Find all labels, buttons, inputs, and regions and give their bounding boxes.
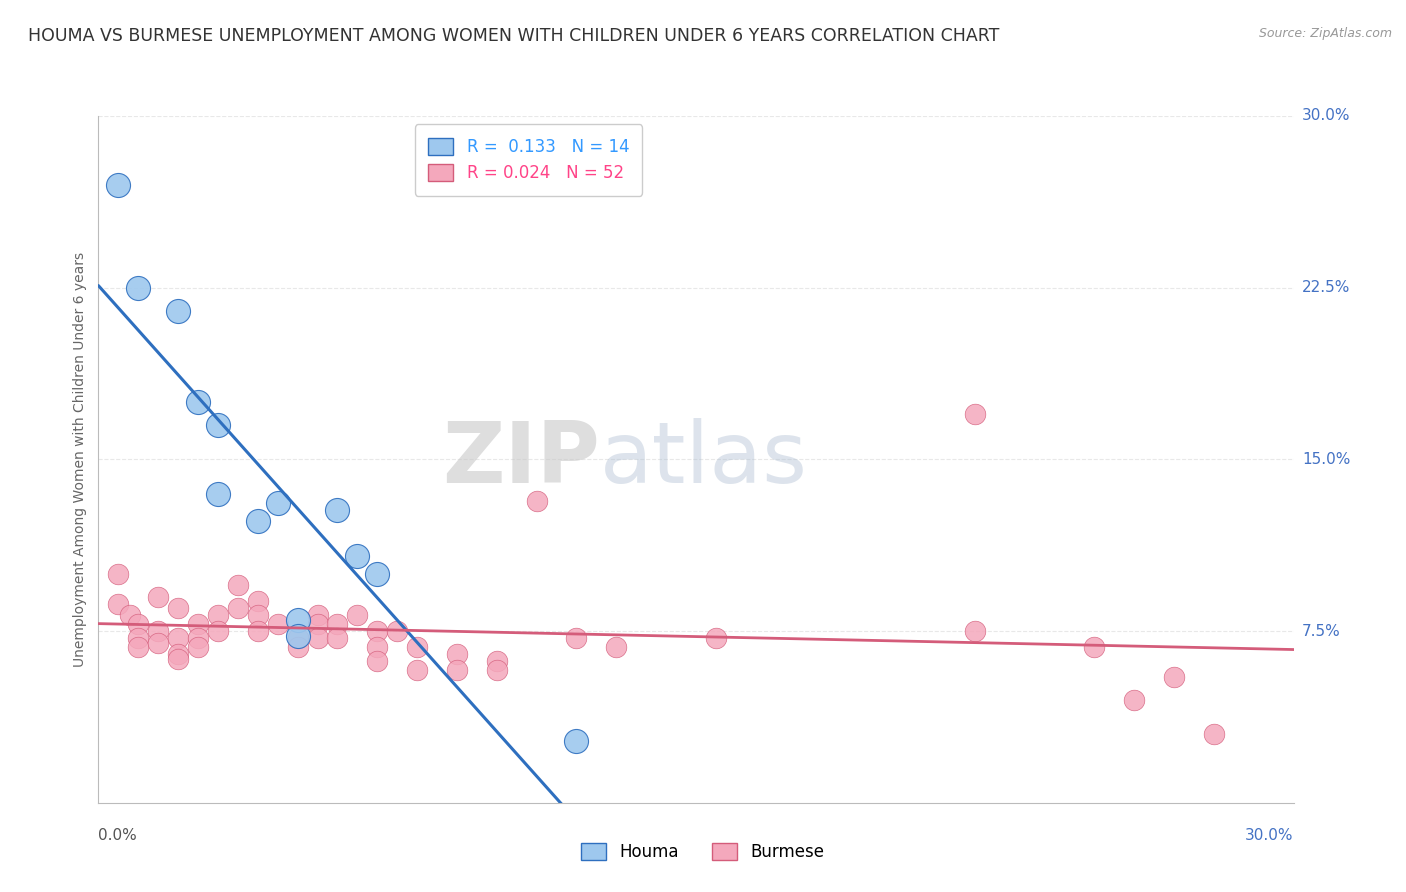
Point	[267, 496, 290, 510]
Point	[287, 613, 309, 627]
Point	[963, 407, 986, 421]
Point	[127, 280, 149, 294]
Point	[187, 640, 209, 654]
Point	[307, 608, 329, 623]
Point	[207, 624, 229, 639]
Point	[366, 566, 388, 581]
Point	[346, 549, 368, 563]
Point	[226, 578, 249, 592]
Y-axis label: Unemployment Among Women with Children Under 6 years: Unemployment Among Women with Children U…	[73, 252, 87, 667]
Point	[485, 654, 508, 668]
Point	[148, 635, 170, 649]
Point	[366, 654, 388, 668]
Point	[246, 514, 269, 528]
Point	[1202, 727, 1225, 741]
Point	[226, 601, 249, 615]
Point	[187, 617, 209, 632]
Point	[107, 566, 129, 581]
Point	[167, 651, 190, 665]
Text: 7.5%: 7.5%	[1302, 624, 1340, 639]
Point	[127, 617, 149, 632]
Point	[207, 608, 229, 623]
Point	[246, 624, 269, 639]
Legend: R =  0.133   N = 14, R = 0.024   N = 52: R = 0.133 N = 14, R = 0.024 N = 52	[415, 124, 643, 195]
Text: 22.5%: 22.5%	[1302, 280, 1350, 295]
Point	[167, 647, 190, 661]
Point	[346, 608, 368, 623]
Point	[246, 594, 269, 608]
Point	[406, 640, 429, 654]
Point	[267, 617, 290, 632]
Text: 15.0%: 15.0%	[1302, 452, 1350, 467]
Point	[605, 640, 627, 654]
Point	[287, 629, 309, 643]
Point	[187, 395, 209, 409]
Point	[326, 631, 349, 645]
Point	[148, 624, 170, 639]
Point	[148, 590, 170, 604]
Text: atlas: atlas	[600, 417, 808, 501]
Text: 30.0%: 30.0%	[1302, 109, 1350, 123]
Point	[307, 631, 329, 645]
Point	[307, 617, 329, 632]
Point	[207, 487, 229, 501]
Text: ZIP: ZIP	[443, 417, 600, 501]
Point	[207, 417, 229, 433]
Point	[326, 502, 349, 516]
Point	[287, 640, 309, 654]
Point	[385, 624, 409, 639]
Point	[326, 617, 349, 632]
Point	[127, 631, 149, 645]
Point	[963, 624, 986, 639]
Point	[107, 597, 129, 611]
Point	[565, 734, 588, 748]
Point	[127, 640, 149, 654]
Point	[120, 608, 142, 623]
Text: HOUMA VS BURMESE UNEMPLOYMENT AMONG WOMEN WITH CHILDREN UNDER 6 YEARS CORRELATIO: HOUMA VS BURMESE UNEMPLOYMENT AMONG WOME…	[28, 27, 1000, 45]
Point	[485, 663, 508, 677]
Point	[565, 631, 588, 645]
Point	[167, 601, 190, 615]
Point	[366, 640, 388, 654]
Point	[704, 631, 727, 645]
Point	[446, 663, 468, 677]
Point	[1123, 692, 1146, 706]
Point	[187, 631, 209, 645]
Legend: Houma, Burmese: Houma, Burmese	[568, 830, 838, 875]
Text: Source: ZipAtlas.com: Source: ZipAtlas.com	[1258, 27, 1392, 40]
Point	[366, 624, 388, 639]
Point	[246, 608, 269, 623]
Text: 0.0%: 0.0%	[98, 828, 138, 843]
Point	[1163, 670, 1185, 684]
Point	[1083, 640, 1105, 654]
Point	[167, 631, 190, 645]
Point	[107, 178, 129, 192]
Point	[287, 631, 309, 645]
Point	[446, 647, 468, 661]
Text: 30.0%: 30.0%	[1246, 828, 1294, 843]
Point	[167, 303, 190, 318]
Point	[406, 663, 429, 677]
Point	[526, 493, 548, 508]
